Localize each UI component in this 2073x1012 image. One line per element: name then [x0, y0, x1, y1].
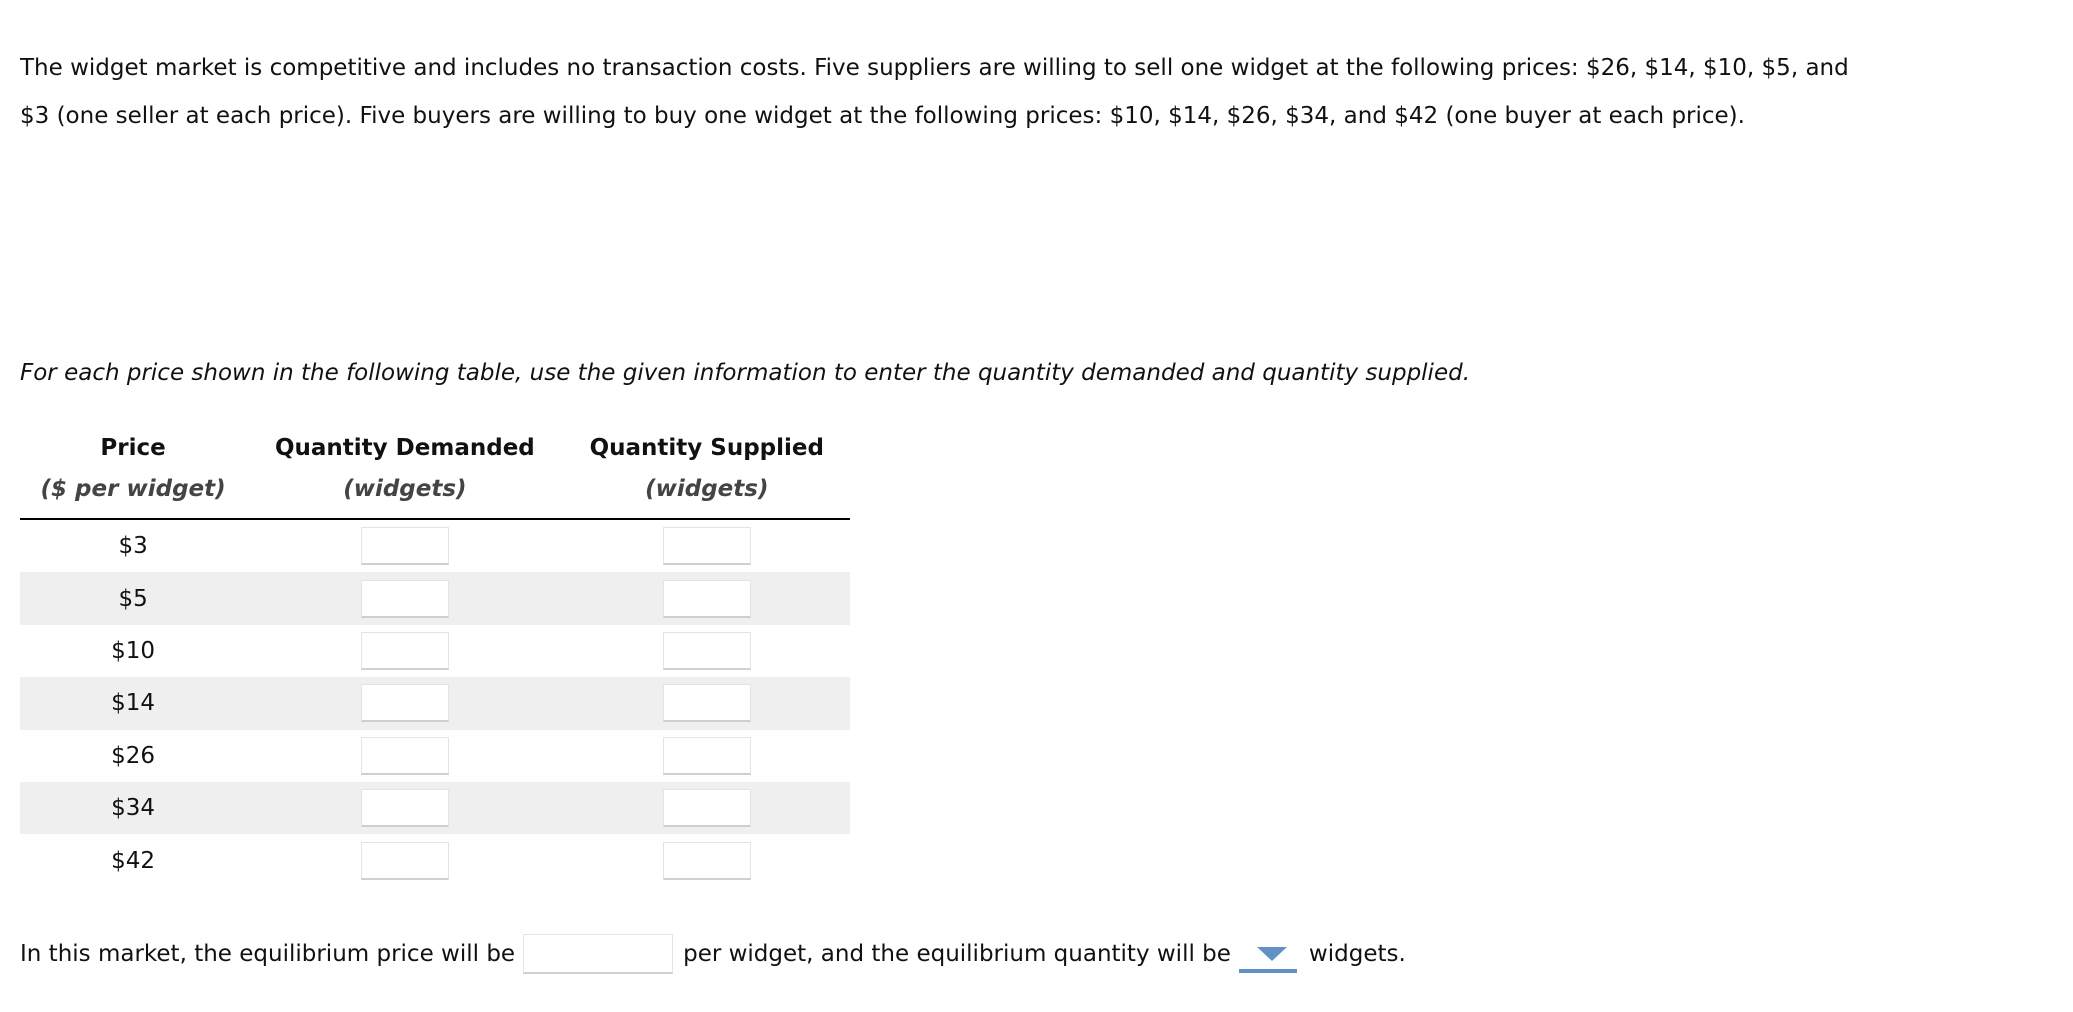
- table-row: $14: [20, 677, 850, 730]
- price-cell: $3: [118, 533, 148, 560]
- subheader-price-unit: ($ per widget): [20, 476, 247, 520]
- supplied-cell: [563, 677, 850, 730]
- quantity-demanded-input[interactable]: [360, 631, 449, 670]
- problem-intro: The widget market is competitive and inc…: [20, 55, 1849, 129]
- demanded-cell: [246, 572, 564, 625]
- quantity-supplied-input[interactable]: [662, 631, 751, 670]
- price-cell: $34: [20, 781, 247, 835]
- price-cell: $14: [20, 677, 247, 730]
- table-row: $34: [20, 781, 850, 835]
- supplied-cell: [564, 519, 850, 572]
- quantity-supplied-input[interactable]: [662, 736, 751, 775]
- price-cell: $26: [111, 742, 156, 769]
- demanded-cell: [246, 677, 564, 730]
- demanded-cell: [246, 625, 563, 677]
- equilibrium-text-before: In this market, the equilibrium price wi…: [20, 941, 516, 967]
- demanded-cell: [246, 781, 564, 835]
- price-cell: $10: [111, 637, 156, 664]
- chevron-down-icon: [1256, 947, 1287, 961]
- quantity-demanded-input[interactable]: [360, 789, 449, 828]
- supplied-cell: [564, 730, 850, 782]
- price-cell: $42: [111, 847, 156, 874]
- subheader-supplied-unit: (widgets): [563, 476, 850, 520]
- quantity-supplied-input[interactable]: [662, 789, 751, 828]
- quantity-supplied-input[interactable]: [662, 527, 751, 566]
- equilibrium-quantity-dropdown[interactable]: [1238, 935, 1297, 973]
- quantity-demanded-input[interactable]: [360, 579, 449, 618]
- price-cell: $5: [20, 572, 247, 625]
- equilibrium-text-after: widgets.: [1308, 941, 1406, 967]
- table-row: $3: [20, 519, 850, 572]
- equilibrium-text-middle: per widget, and the equilibrium quantity…: [683, 941, 1231, 967]
- equilibrium-sentence: In this market, the equilibrium price wi…: [20, 934, 1406, 974]
- equilibrium-price-input[interactable]: [523, 934, 674, 974]
- demanded-cell: [246, 834, 563, 886]
- table-row: $10: [20, 625, 850, 677]
- demanded-cell: [246, 730, 563, 782]
- demanded-cell: [246, 519, 563, 572]
- supplied-cell: [564, 834, 850, 886]
- quantity-demanded-input[interactable]: [360, 684, 449, 723]
- supplied-cell: [563, 572, 850, 625]
- quantity-table: Price Quantity Demanded Quantity Supplie…: [20, 420, 850, 887]
- header-price: Price: [100, 435, 166, 461]
- quantity-supplied-input[interactable]: [662, 684, 751, 723]
- supplied-cell: [563, 781, 850, 835]
- quantity-demanded-input[interactable]: [360, 736, 449, 775]
- table-row: $42: [20, 834, 850, 886]
- table-row: $26: [20, 730, 850, 782]
- header-quantity-demanded: Quantity Demanded: [274, 435, 535, 461]
- header-quantity-supplied: Quantity Supplied: [589, 435, 824, 461]
- quantity-supplied-input[interactable]: [662, 579, 751, 618]
- quantity-supplied-input[interactable]: [662, 841, 751, 880]
- supplied-cell: [564, 625, 850, 677]
- instruction-text: For each price shown in the following ta…: [20, 360, 1471, 386]
- table-row: $5: [20, 572, 850, 625]
- subheader-demanded-unit: (widgets): [246, 476, 564, 520]
- quantity-demanded-input[interactable]: [360, 527, 449, 566]
- quantity-demanded-input[interactable]: [360, 841, 449, 880]
